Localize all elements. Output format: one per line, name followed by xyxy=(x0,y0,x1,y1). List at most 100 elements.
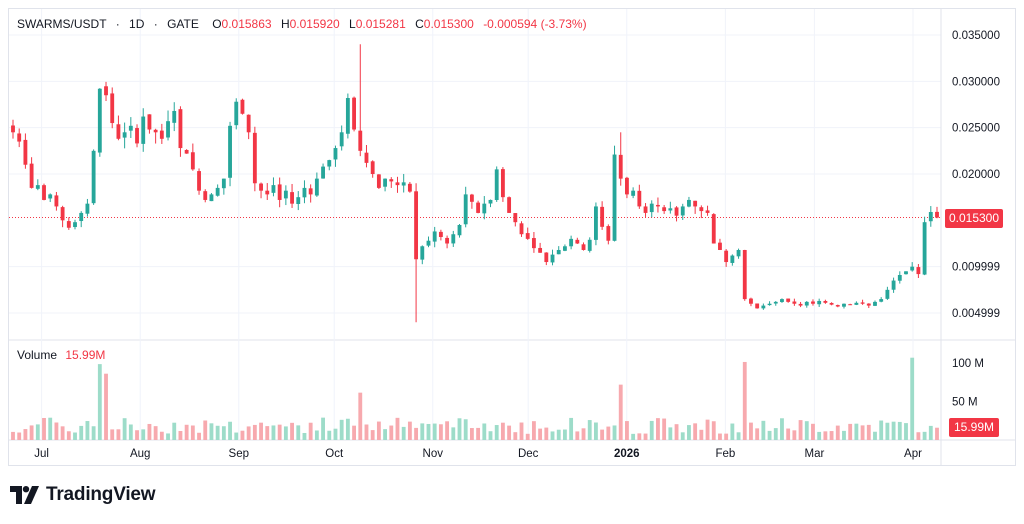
volume-bar xyxy=(550,431,555,440)
candle-body xyxy=(631,190,636,196)
candle-body xyxy=(581,244,586,250)
candle-body xyxy=(42,185,46,200)
volume-bar xyxy=(916,432,921,440)
candle-body xyxy=(166,121,170,138)
candle-body xyxy=(786,298,791,302)
candle-body xyxy=(842,303,846,307)
time-tick-label: Feb xyxy=(715,448,735,460)
volume-bar xyxy=(314,430,319,440)
volume-bar xyxy=(48,417,53,440)
candle-body xyxy=(569,238,574,247)
volume-bar xyxy=(811,423,815,440)
volume-bar xyxy=(203,420,208,440)
candle-body xyxy=(463,194,468,225)
candle-body xyxy=(277,184,282,200)
tradingview-logo[interactable]: TradingView xyxy=(10,482,156,508)
candle-body xyxy=(773,301,778,304)
volume-bar xyxy=(513,432,518,440)
candle-body xyxy=(699,207,704,212)
volume-bar xyxy=(556,429,561,440)
volume-bar xyxy=(711,421,716,440)
candle-body xyxy=(110,93,115,124)
volume-bar xyxy=(110,429,115,440)
volume-bar xyxy=(662,418,667,440)
time-tick-label: Aug xyxy=(130,448,150,460)
volume-bar xyxy=(215,425,220,440)
candle-body xyxy=(469,194,474,202)
open-value: 0.015863 xyxy=(221,17,272,31)
volume-bar xyxy=(17,432,22,440)
volume-bar xyxy=(128,424,133,440)
candle-body xyxy=(73,222,77,228)
candle-body xyxy=(85,203,90,214)
volume-legend: Volume 15.99M xyxy=(17,348,105,362)
candle-body xyxy=(246,114,251,133)
volume-bar xyxy=(866,424,871,440)
time-tick-label: Apr xyxy=(904,448,922,460)
volume-bar xyxy=(755,428,760,440)
volume-bar xyxy=(854,423,859,440)
volume-bar xyxy=(631,433,636,440)
candle-body xyxy=(79,212,84,222)
volume-bar xyxy=(780,418,784,440)
candle-body xyxy=(184,150,189,154)
volume-bar xyxy=(544,427,549,440)
candle-body xyxy=(854,302,859,305)
candle-body xyxy=(35,185,40,189)
candle-body xyxy=(104,86,108,96)
candle-body xyxy=(451,234,456,244)
volume-bar xyxy=(252,424,257,440)
candle-body xyxy=(339,132,344,147)
volume-bar xyxy=(265,426,270,440)
volume-bar xyxy=(773,428,778,440)
volume-bar xyxy=(221,426,226,440)
interval-label[interactable]: 1D xyxy=(129,17,145,31)
volume-bar xyxy=(835,425,840,440)
candle-body xyxy=(215,187,220,196)
candle-body xyxy=(885,289,890,299)
volume-bar xyxy=(897,421,902,440)
volume-bar xyxy=(339,419,344,440)
volume-bar xyxy=(817,431,822,440)
candle-body xyxy=(538,247,543,253)
volume-bar xyxy=(687,425,691,440)
candle-body xyxy=(259,183,263,191)
price-tick-label: 0.009999 xyxy=(952,262,1000,274)
candle-body xyxy=(252,132,257,184)
candle-body xyxy=(172,110,177,123)
candle-body xyxy=(804,301,809,306)
candle-body xyxy=(48,194,53,199)
volume-bar xyxy=(228,421,232,440)
candle-body xyxy=(798,303,803,306)
price-tick-label: 0.025000 xyxy=(952,123,1000,135)
candle-body xyxy=(817,300,822,305)
candle-body xyxy=(420,246,425,260)
candle-body xyxy=(153,129,158,133)
candle-body xyxy=(128,125,133,131)
volume-bar xyxy=(85,421,90,440)
time-tick-label: 2026 xyxy=(614,448,640,460)
volume-bar xyxy=(587,420,592,440)
candle-body xyxy=(928,211,933,222)
volume-label[interactable]: Volume xyxy=(17,348,58,362)
candle-body xyxy=(556,249,561,255)
volume-bar xyxy=(407,421,412,440)
volume-bar xyxy=(445,421,450,440)
candle-body xyxy=(835,305,840,307)
candle-body xyxy=(711,214,716,244)
low-label: L xyxy=(349,17,356,31)
volume-bar xyxy=(569,417,574,440)
chart-frame[interactable] xyxy=(8,8,1016,466)
symbol-legend: SWARMS/USDT · 1D · GATE O0.015863 H0.015… xyxy=(17,17,587,31)
candle-body xyxy=(364,152,369,163)
candle-body xyxy=(321,166,325,179)
volume-bar xyxy=(525,433,530,440)
candle-body xyxy=(612,154,617,241)
symbol-name[interactable]: SWARMS/USDT xyxy=(17,17,107,31)
volume-bar xyxy=(97,364,102,440)
candle-body xyxy=(314,178,319,196)
candle-body xyxy=(500,169,505,198)
candle-body xyxy=(234,101,239,126)
volume-bar xyxy=(457,418,462,440)
